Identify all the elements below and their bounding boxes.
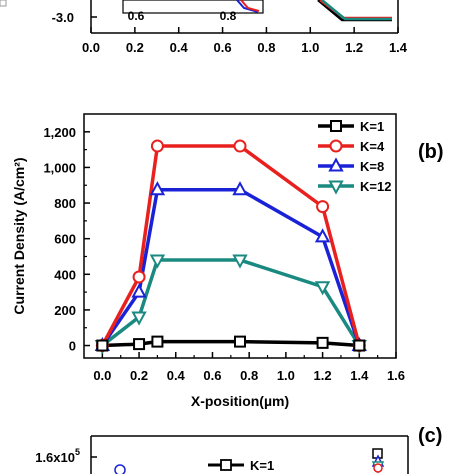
panel-b-x-tick-label: 0.8 xyxy=(240,368,258,383)
panel-b-y-tick-label: 200 xyxy=(54,303,76,318)
panel-a: -3.0 0.0 0.2 0.4 0.6 0.8 1.0 1.2 1.4 0.6 0.8 xyxy=(0,0,408,55)
data-point-k1 xyxy=(234,335,246,348)
data-point-k1 xyxy=(353,339,366,352)
panel-b-plot-frame xyxy=(83,113,397,359)
panel-a-inset-curve xyxy=(240,0,260,12)
data-point-k12 xyxy=(149,254,166,269)
panel-b-x-tick-label: 1.2 xyxy=(314,368,332,383)
data-point-k1 xyxy=(151,335,164,348)
panel-b-x-tick-label: 0.2 xyxy=(130,368,148,383)
series-line-k4 xyxy=(100,144,361,347)
panel-c: 1.6x105 (c) K=1 xyxy=(35,425,442,474)
data-point-k8 xyxy=(232,181,248,196)
panel-b-series xyxy=(94,139,367,355)
panel-c-legend-marker xyxy=(220,459,232,471)
panel-a-inset-tick-label: 0.6 xyxy=(128,9,145,23)
data-point-k12 xyxy=(131,311,147,326)
legend-marker xyxy=(330,120,342,132)
panel-b-x-tick-label: 0.0 xyxy=(93,368,111,383)
panel-b-label: (b) xyxy=(418,141,444,163)
panel-b-y-axis-label: Current Density (A/cm²) xyxy=(11,157,27,314)
panel-c-legend-label: K=1 xyxy=(250,458,274,473)
panel-b-y-tick-label: 1,200 xyxy=(43,125,76,140)
panel-b-y-tick-label: 1,000 xyxy=(43,160,76,175)
panel-b-x-tick-label: 0.4 xyxy=(167,368,186,383)
data-point-k8 xyxy=(314,228,331,243)
panel-c-y-tick-exponent: 5 xyxy=(75,447,80,457)
legend-marker xyxy=(328,157,344,172)
series-line-k12 xyxy=(101,258,361,347)
legend-marker xyxy=(329,139,343,153)
panel-a-marker xyxy=(0,0,7,7)
panel-b-y-tick-label: 0 xyxy=(69,339,76,354)
legend-label: K=1 xyxy=(360,119,384,134)
panel-a-x-tick-label: 0.2 xyxy=(126,40,144,55)
panel-a-y-tick-label: -3.0 xyxy=(52,10,74,25)
panel-b-legend: K=1 K=4 K=8 K=12 xyxy=(318,119,391,195)
panel-a-x-tick-label: 1.2 xyxy=(345,40,363,55)
data-point-k4 xyxy=(316,200,330,214)
panel-b-x-tick-label: 1.0 xyxy=(277,368,295,383)
data-point-k12 xyxy=(232,254,248,269)
panel-a-curve xyxy=(321,0,392,21)
panel-b-x-axis-label: X-position(µm) xyxy=(191,393,289,409)
panel-a-x-tick-label: 1.0 xyxy=(301,40,319,55)
series-line-k8 xyxy=(100,187,361,347)
data-point-k4 xyxy=(132,270,146,284)
panel-c-marker xyxy=(373,463,383,473)
legend-label: K=12 xyxy=(360,179,391,194)
panel-a-inset-curve xyxy=(236,0,259,13)
panel-a-x-tick-label: 0.0 xyxy=(82,40,100,55)
legend-label: K=4 xyxy=(360,139,385,154)
legend-marker xyxy=(328,180,344,195)
panel-b-y-tick-label: 800 xyxy=(54,196,76,211)
legend-label: K=8 xyxy=(360,159,384,174)
data-point-k4 xyxy=(150,139,164,153)
data-point-k1 xyxy=(316,336,329,349)
data-point-k8 xyxy=(149,181,166,196)
panel-b: 0 200 400 600 800 1,000 1,200 0.0 0.2 0.4 0.6 0.8 1… xyxy=(11,113,444,409)
data-point-k1 xyxy=(96,339,109,352)
data-point-k1 xyxy=(133,338,146,351)
panel-a-x-tick-label: 0.6 xyxy=(214,40,232,55)
panel-b-y-ticks: 0 200 400 600 800 1,000 1,200 xyxy=(43,125,90,354)
panel-a-x-tick-label: 1.4 xyxy=(389,40,408,55)
data-point-k12 xyxy=(314,281,331,296)
panel-c-label: (c) xyxy=(418,425,442,447)
panel-a-curve xyxy=(319,0,392,20)
panel-b-y-tick-label: 600 xyxy=(54,232,76,247)
series-line-k1 xyxy=(102,339,360,348)
panel-a-inset-tick-label: 0.8 xyxy=(220,9,237,23)
panel-a-x-tick-label: 0.8 xyxy=(257,40,275,55)
panel-a-x-tick-label: 0.4 xyxy=(170,40,189,55)
panel-c-marker xyxy=(114,464,126,474)
panel-a-inset xyxy=(122,0,264,14)
panel-c-y-tick-mantissa: 1.6x10 xyxy=(35,450,75,465)
data-point-k4 xyxy=(233,139,247,153)
panel-c-y-tick-label: 1.6x105 xyxy=(35,447,80,465)
data-point-k8 xyxy=(131,283,147,298)
panel-b-x-ticks: 0.0 0.2 0.4 0.6 0.8 1.0 1.2 1.4 1.6 xyxy=(93,352,405,383)
panel-b-y-tick-label: 400 xyxy=(54,267,76,282)
panel-b-x-tick-label: 0.6 xyxy=(203,368,221,383)
panel-b-x-tick-label: 1.4 xyxy=(350,368,369,383)
panel-b-x-tick-label: 1.6 xyxy=(387,368,405,383)
